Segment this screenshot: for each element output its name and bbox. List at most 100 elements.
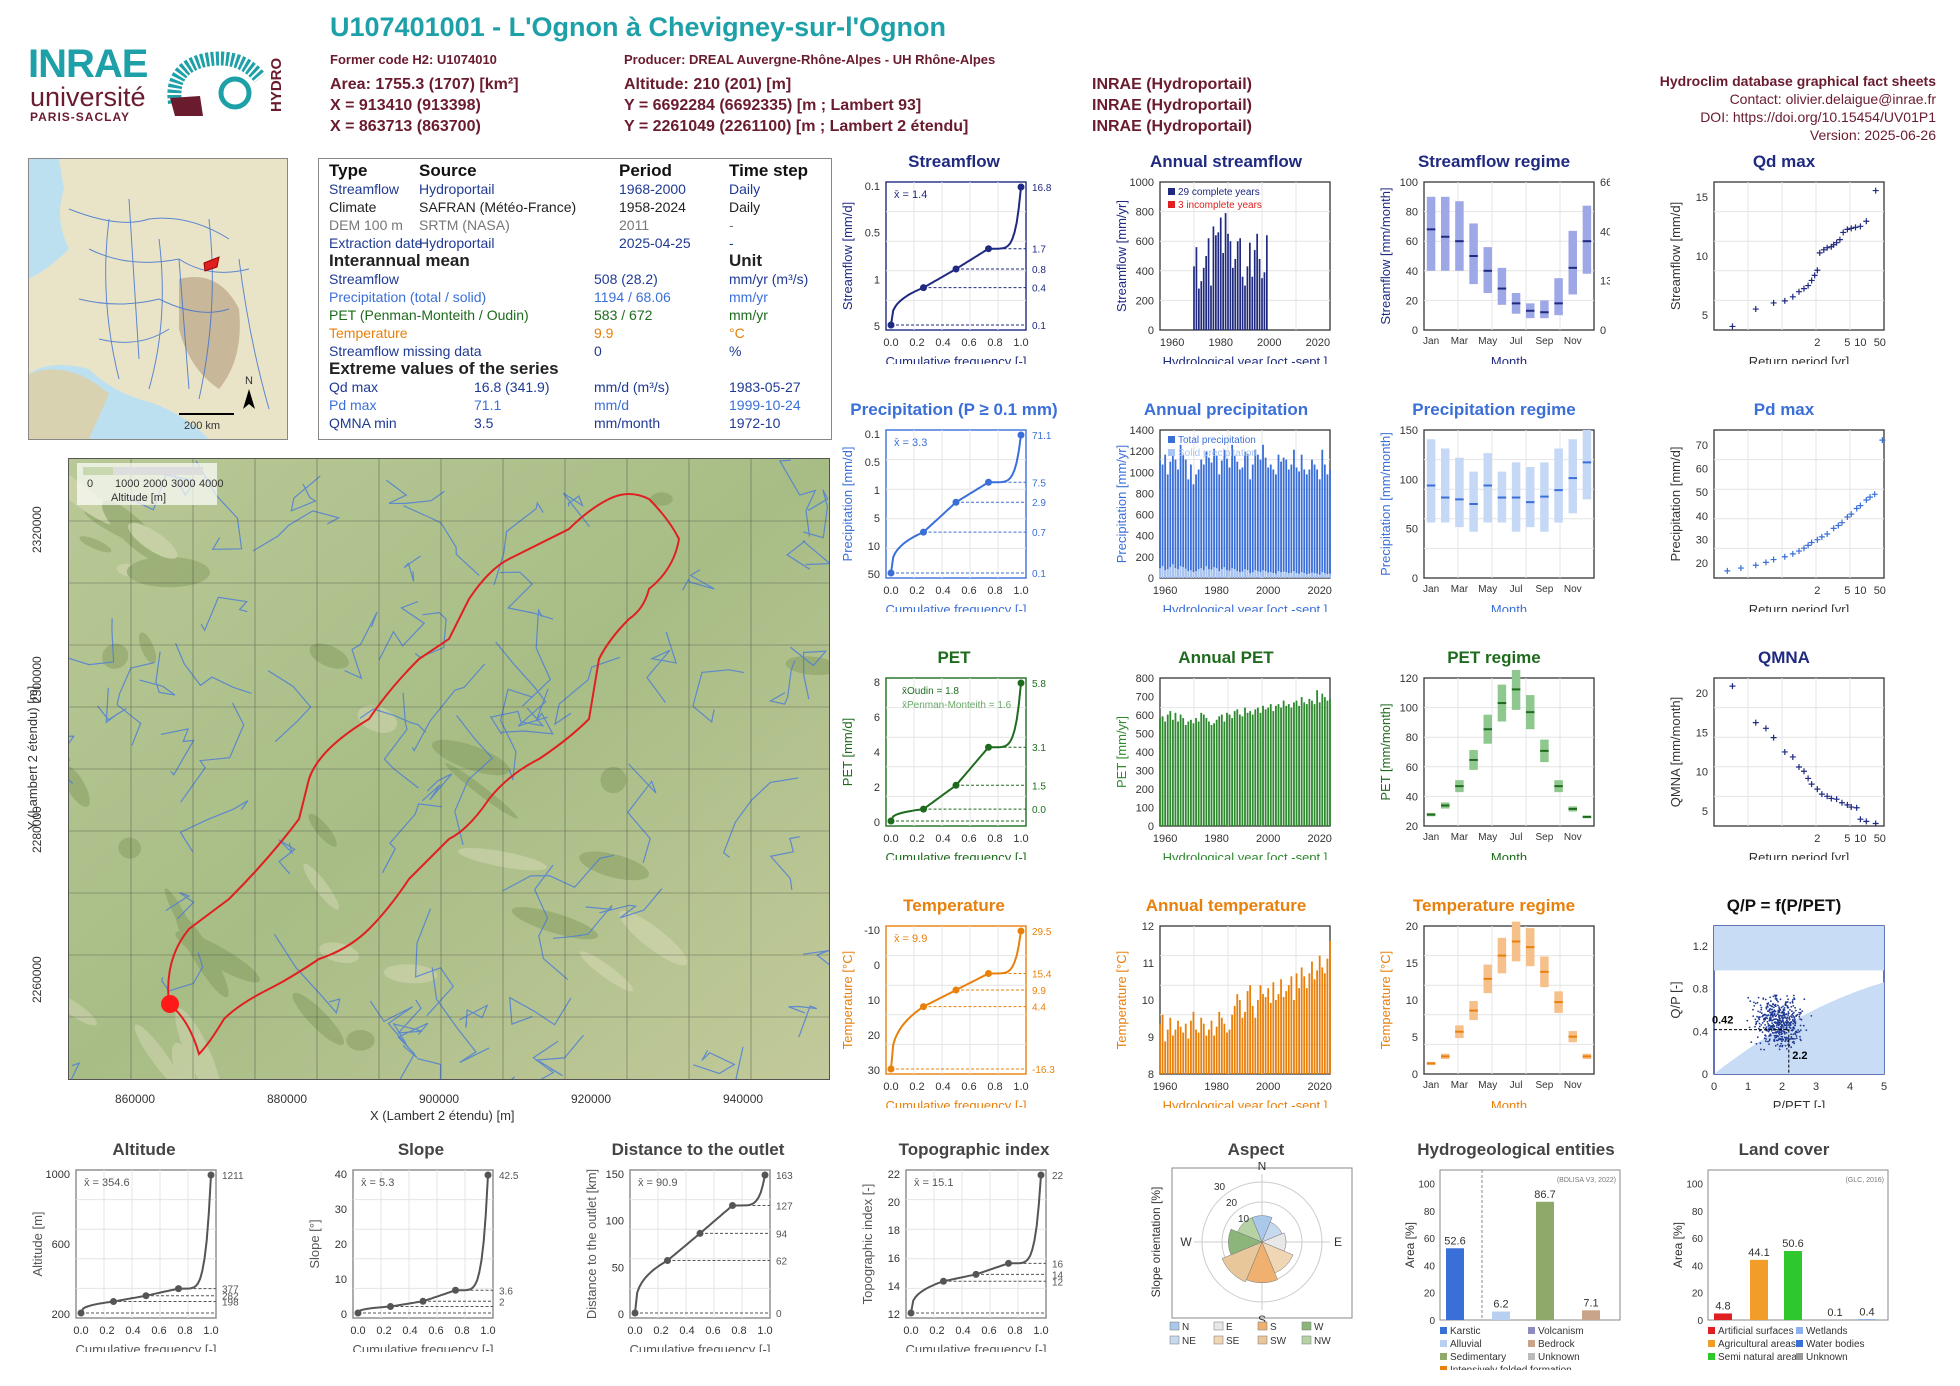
- qp-point: [1799, 1029, 1802, 1031]
- dist_cdf-xlabel: Cumulative frequency [-]: [630, 1342, 771, 1352]
- annual_temp-bar: [1277, 994, 1280, 1074]
- altitude_cdf-right-tick: 198: [222, 1298, 239, 1309]
- annual_temp-bar: [1326, 958, 1329, 1074]
- annual_precip-bar: [1323, 464, 1326, 578]
- annual_precip-solid-bar: [1311, 572, 1313, 578]
- temp_regime-ylabel: Temperature [°C]: [1378, 951, 1393, 1049]
- annual_pet-bar: [1290, 707, 1293, 826]
- topo_cdf-right-tick: 12: [1052, 1277, 1064, 1288]
- streamflow_regime-r-ytick: 40.05: [1600, 226, 1610, 238]
- annual_temp-bar: [1210, 1020, 1213, 1074]
- annual_streamflow-bar: [1200, 281, 1203, 330]
- qp-point: [1799, 1035, 1801, 1038]
- annual_precip-solid-bar: [1228, 570, 1231, 578]
- qp-point: [1792, 1005, 1795, 1007]
- contact[interactable]: Contact: olivier.delaigue@inrae.fr: [1729, 91, 1936, 107]
- annual_temp-bar: [1303, 976, 1306, 1074]
- altitude_cdf-xtick: 0.0: [73, 1325, 88, 1337]
- qp-point: [1775, 1018, 1778, 1021]
- qp-point: [1782, 1005, 1784, 1008]
- annual_precip-solid-bar: [1166, 569, 1169, 578]
- doi-link[interactable]: DOI: https://doi.org/10.15454/UV01P1: [1700, 109, 1936, 125]
- qp-point: [1794, 1006, 1796, 1009]
- annual_temp-bar: [1159, 1023, 1161, 1074]
- qp-point: [1790, 1021, 1793, 1023]
- qp-point: [1784, 1017, 1787, 1019]
- annual_precip-solid-bar: [1303, 573, 1306, 578]
- hydrogeo-legend-label: Volcanism: [1538, 1326, 1584, 1337]
- annual_pet-bar: [1259, 712, 1262, 826]
- annual_streamflow-xtick: 1980: [1208, 337, 1232, 349]
- outlet-marker: [161, 995, 179, 1013]
- aspect-legend-label: SE: [1226, 1336, 1240, 1347]
- qp-point: [1773, 1012, 1776, 1015]
- qmna-point: [1808, 781, 1815, 788]
- north-label: N: [245, 375, 253, 387]
- qd_max-point: [1857, 223, 1864, 230]
- annual_precip-bar: [1316, 469, 1319, 578]
- aspect-ring-label: 20: [1226, 1198, 1238, 1209]
- qd_max-xtick: 10: [1854, 337, 1866, 349]
- map-legend-tick: 0: [87, 478, 93, 490]
- qp-ytick: 0: [1702, 1069, 1708, 1081]
- annual_pet-bar: [1223, 721, 1226, 826]
- annual_precip-bar: [1233, 455, 1236, 578]
- qmna-point: [1781, 748, 1788, 755]
- landcover-legend-label: Water bodies: [1806, 1339, 1865, 1350]
- qp-point: [1757, 1010, 1759, 1013]
- altitude_cdf-xtick: 0.2: [99, 1325, 114, 1337]
- mean-name: Streamflow: [329, 271, 400, 287]
- qp-point: [1757, 1017, 1760, 1019]
- aspect-legend-swatch: [1213, 1335, 1224, 1345]
- qp-point: [1759, 1042, 1762, 1045]
- qp-point: [1779, 1025, 1782, 1028]
- qp-point: [1754, 1025, 1756, 1028]
- qp-point: [1768, 1043, 1770, 1045]
- qp-point: [1770, 1005, 1772, 1007]
- altitude_cdf-xlabel: Cumulative frequency [-]: [76, 1342, 217, 1352]
- plot-frame: [1439, 1169, 1621, 1321]
- qd_max-xlabel: Return period [yr]: [1749, 354, 1849, 364]
- qp-point: [1755, 1022, 1758, 1025]
- annual_pet-bar: [1195, 718, 1197, 826]
- qp-point: [1789, 1002, 1792, 1004]
- mean-unit: %: [729, 343, 742, 359]
- pet_cdf-xtick: 0.0: [883, 833, 898, 845]
- precip_regime-month: Sep: [1536, 584, 1554, 595]
- annual_temp-bar: [1298, 988, 1300, 1074]
- topo_cdf-quantile-point: [972, 1270, 980, 1278]
- annual_temp-bar: [1244, 1011, 1246, 1074]
- annual_precip-bar: [1293, 449, 1295, 578]
- slope_cdf-quantile-point: [387, 1303, 394, 1311]
- qp-point: [1785, 1019, 1788, 1022]
- qp-point: [1773, 1025, 1776, 1028]
- qd-max-title: Qd max: [1752, 152, 1816, 171]
- annual_precip-solid-bar: [1177, 569, 1179, 578]
- annual_pet-ytick: 200: [1136, 784, 1154, 796]
- pd_max-point: [1770, 556, 1777, 563]
- pd_max-point: [1781, 553, 1788, 560]
- source-2: INRAE (Hydroportail): [1092, 97, 1252, 114]
- pd_max-ytick: 40: [1696, 511, 1708, 523]
- annual_pet-bar: [1220, 714, 1223, 826]
- annual_pet-bar: [1311, 700, 1313, 826]
- streamflow_cdf-ytick: 0.5: [865, 228, 880, 240]
- qp-point: [1777, 1000, 1779, 1003]
- precip_cdf-quantile-point: [887, 569, 895, 577]
- qmna-xtick: 10: [1854, 833, 1866, 845]
- annual_precip-ytick: 1200: [1130, 446, 1154, 458]
- slope_cdf-xtick: 0.6: [428, 1325, 443, 1337]
- qp-point: [1790, 1046, 1793, 1049]
- annual_temp-bar: [1233, 1005, 1236, 1074]
- extreme-name: Qd max: [329, 379, 379, 395]
- annual_precip-solid-bar: [1244, 569, 1246, 578]
- annual_pet-bar: [1202, 714, 1205, 826]
- annual_streamflow-bar: [1239, 238, 1241, 330]
- aspect-legend-swatch: [1169, 1321, 1180, 1331]
- annual-pet-title: Annual PET: [1178, 648, 1274, 667]
- annual_streamflow-bar: [1202, 267, 1205, 330]
- temp_regime-month: Jul: [1510, 1080, 1523, 1091]
- annual_pet-bar: [1298, 705, 1300, 826]
- qp-title: Q/P = f(P/PET): [1726, 896, 1842, 915]
- annual_streamflow-bar: [1256, 233, 1258, 330]
